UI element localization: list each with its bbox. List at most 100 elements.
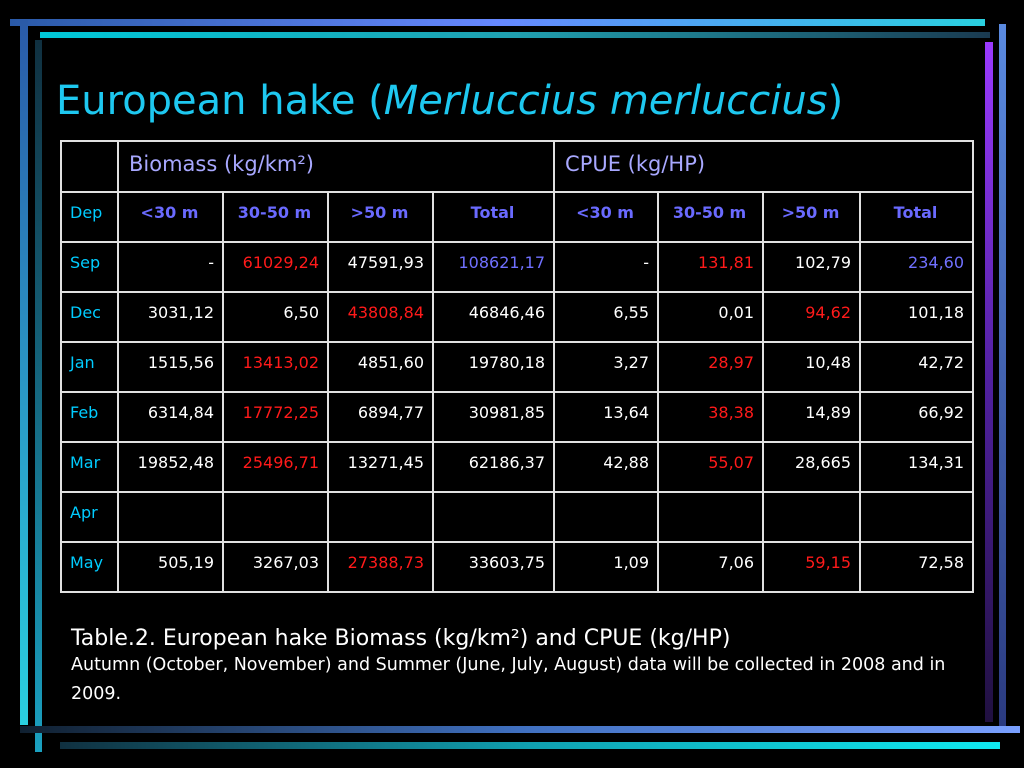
- table-cell: 43808,84: [327, 291, 434, 343]
- row-label: Sep: [60, 241, 119, 293]
- table-cell: 505,19: [117, 541, 224, 593]
- group-header: Biomass (kg/km²): [116, 140, 556, 193]
- table-cell: 42,88: [553, 441, 660, 493]
- caption: Table.2. European hake Biomass (kg/km²) …: [71, 626, 971, 709]
- table-cell: [859, 491, 975, 543]
- table-cell: [222, 491, 329, 543]
- table-cell: [553, 491, 660, 543]
- deco-bar: [10, 19, 985, 26]
- table-row: Apr: [60, 491, 975, 543]
- group-header: CPUE (kg/HP): [553, 140, 975, 193]
- table-row: Jan 1515,56 13413,02 4851,60 19780,18 3,27 28,…: [60, 341, 975, 393]
- table-cell: 3031,12: [117, 291, 224, 343]
- table-cell: 62186,37: [431, 441, 556, 493]
- deco-bar: [20, 726, 1020, 733]
- deco-bar: [35, 40, 42, 752]
- table-row: May 505,19 3267,03 27388,73 33603,75 1,09 7,06…: [60, 541, 975, 593]
- table-cell: [327, 491, 434, 543]
- data-table: Biomass (kg/km²) CPUE (kg/HP) Dep <30 m 30-5…: [60, 140, 975, 593]
- table-cell: 47591,93: [327, 241, 434, 293]
- table-cell: 27388,73: [327, 541, 434, 593]
- table-row: Dec 3031,12 6,50 43808,84 46846,46 6,55 0,01 94…: [60, 291, 975, 343]
- header-row: Dep <30 m 30-50 m >50 m Total <30 m 30-50 m >50…: [60, 191, 975, 243]
- table-cell: 14,89: [762, 391, 862, 443]
- row-label: May: [60, 541, 119, 593]
- table-cell: 4851,60: [327, 341, 434, 393]
- table-cell: 33603,75: [431, 541, 556, 593]
- table-cell: 3267,03: [222, 541, 329, 593]
- table-cell: 7,06: [657, 541, 765, 593]
- table-cell: 6,55: [553, 291, 660, 343]
- title-text: ): [827, 78, 844, 124]
- table-cell: -: [553, 241, 660, 293]
- column-header: 30-50 m: [222, 191, 329, 243]
- table-cell: 46846,46: [431, 291, 556, 343]
- table-cell: [762, 491, 862, 543]
- table-cell: 13,64: [553, 391, 660, 443]
- table-cell: 13271,45: [327, 441, 434, 493]
- table-cell: 101,18: [859, 291, 975, 343]
- table-cell: 66,92: [859, 391, 975, 443]
- table-row: Feb 6314,84 17772,25 6894,77 30981,85 13,64 38…: [60, 391, 975, 443]
- table-cell: [657, 491, 765, 543]
- table-cell: 6894,77: [327, 391, 434, 443]
- table-cell: 59,15: [762, 541, 862, 593]
- deco-bar: [985, 42, 993, 722]
- column-header: <30 m: [117, 191, 224, 243]
- table-cell: 19852,48: [117, 441, 224, 493]
- table-cell: 234,60: [859, 241, 975, 293]
- table-cell: 19780,18: [431, 341, 556, 393]
- column-header: <30 m: [553, 191, 660, 243]
- column-header: Dep: [60, 191, 119, 243]
- row-label: Apr: [60, 491, 119, 543]
- table-row: Mar 19852,48 25496,71 13271,45 62186,37 42,88…: [60, 441, 975, 493]
- table-cell: -: [117, 241, 224, 293]
- table-cell: 108621,17: [431, 241, 556, 293]
- row-label: Jan: [60, 341, 119, 393]
- table-cell: 102,79: [762, 241, 862, 293]
- column-header: Total: [431, 191, 556, 243]
- table-cell: 61029,24: [222, 241, 329, 293]
- table-cell: 131,81: [657, 241, 765, 293]
- deco-bar: [60, 742, 1000, 749]
- caption-title: Table.2. European hake Biomass (kg/km²) …: [71, 626, 731, 651]
- slide-title: European hake (Merluccius merluccius): [56, 78, 843, 124]
- table-cell: 13413,02: [222, 341, 329, 393]
- table-cell: 134,31: [859, 441, 975, 493]
- table-cell: 38,38: [657, 391, 765, 443]
- table-cell: 28,97: [657, 341, 765, 393]
- corner-cell: [60, 140, 119, 193]
- table-cell: 72,58: [859, 541, 975, 593]
- table-cell: 1,09: [553, 541, 660, 593]
- table-cell: 42,72: [859, 341, 975, 393]
- table-cell: 6314,84: [117, 391, 224, 443]
- table-cell: 10,48: [762, 341, 862, 393]
- table-cell: 94,62: [762, 291, 862, 343]
- row-label: Feb: [60, 391, 119, 443]
- table-cell: [431, 491, 556, 543]
- column-header: Total: [859, 191, 975, 243]
- row-label: Mar: [60, 441, 119, 493]
- header-row: Biomass (kg/km²) CPUE (kg/HP): [60, 140, 975, 193]
- title-text: European hake (: [56, 78, 384, 124]
- deco-bar: [40, 32, 990, 38]
- table-cell: [117, 491, 224, 543]
- column-header: >50 m: [762, 191, 862, 243]
- title-italic: Merluccius merluccius: [383, 78, 828, 124]
- table-cell: 28,665: [762, 441, 862, 493]
- table-cell: 6,50: [222, 291, 329, 343]
- caption-note: Autumn (October, November) and Summer (J…: [71, 655, 946, 704]
- table-row: Sep -61029,24 47591,93 108621,17-131,81 102,…: [60, 241, 975, 293]
- table-cell: 55,07: [657, 441, 765, 493]
- table-cell: 3,27: [553, 341, 660, 393]
- deco-bar: [20, 20, 28, 725]
- table-cell: 17772,25: [222, 391, 329, 443]
- table-cell: 30981,85: [431, 391, 556, 443]
- column-header: >50 m: [327, 191, 434, 243]
- column-header: 30-50 m: [657, 191, 765, 243]
- row-label: Dec: [60, 291, 119, 343]
- deco-bar: [999, 24, 1006, 730]
- table-cell: 25496,71: [222, 441, 329, 493]
- table-cell: 0,01: [657, 291, 765, 343]
